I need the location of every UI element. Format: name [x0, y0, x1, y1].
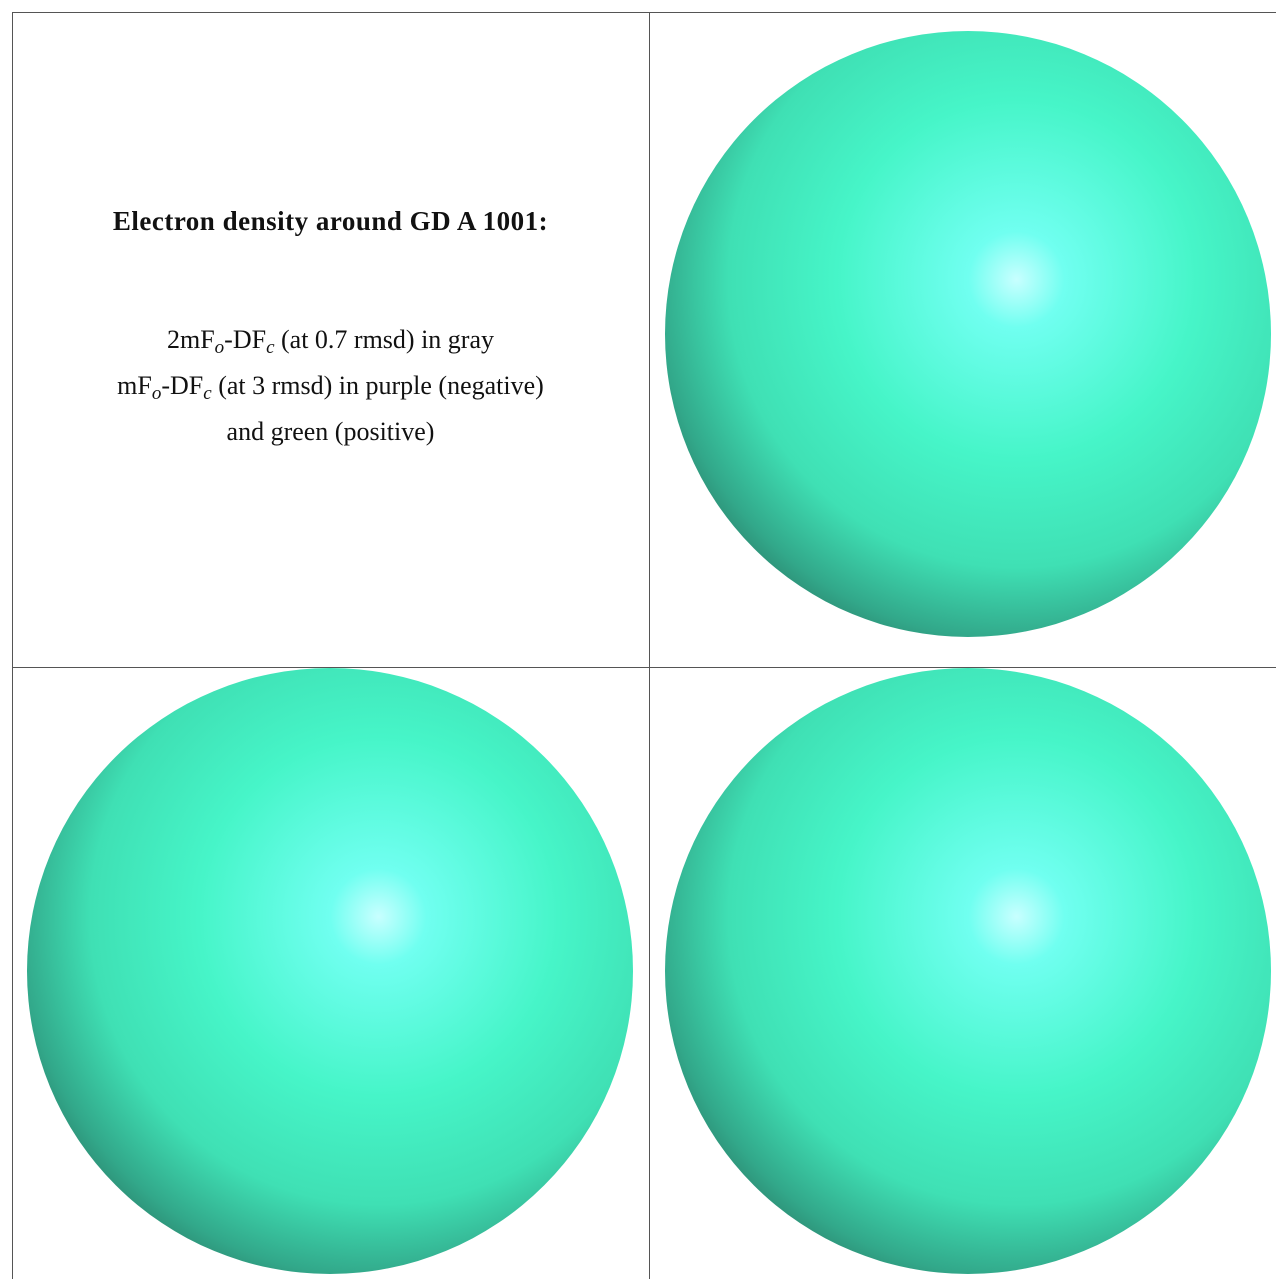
text: (at 3 rmsd) in purple (negative) [211, 371, 544, 400]
subscript: o [151, 383, 162, 404]
subscript: c [266, 337, 275, 358]
text: and green (positive) [226, 417, 435, 446]
text: (at 0.7 rmsd) in gray [274, 325, 495, 354]
caption-line: 2mFo-DFc (at 0.7 rmsd) in gray [13, 321, 648, 367]
subscript: c [203, 383, 212, 404]
text: -DF [161, 371, 204, 400]
text: 2mF [166, 325, 215, 354]
sphere [27, 668, 633, 1274]
subscript: o [214, 337, 225, 358]
caption-title: Electron density around GD A 1001: [112, 206, 549, 236]
sphere [665, 668, 1271, 1274]
caption-line: mFo-DFc (at 3 rmsd) in purple (negative) [13, 367, 648, 413]
sphere [665, 31, 1271, 637]
frame [12, 12, 1276, 1279]
text: -DF [224, 325, 267, 354]
caption-line: and green (positive) [13, 413, 648, 451]
text: mF [117, 371, 152, 400]
caption-lines: 2mFo-DFc (at 0.7 rmsd) in gray mFo-DFc (… [13, 321, 648, 451]
